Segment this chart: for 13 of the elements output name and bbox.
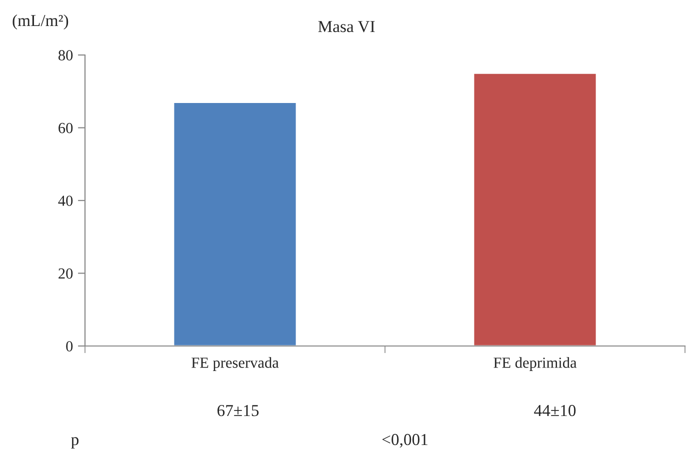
chart-title: Masa VI xyxy=(318,21,375,32)
y-tick-label: 0 xyxy=(66,341,73,352)
y-axis-title: (mL/m²) xyxy=(12,14,68,30)
text: <0,001 xyxy=(382,434,428,448)
y-tick-label: 60 xyxy=(58,122,73,134)
y-tick-label: 40 xyxy=(58,196,73,206)
x-tick-label: FE deprimida xyxy=(494,357,577,371)
text: p xyxy=(71,437,79,449)
y-tick-label: 20 xyxy=(58,268,73,279)
text: 67±15 xyxy=(217,404,259,416)
y-tick-label: 80 xyxy=(58,50,73,60)
x-tick-label: FE preservada xyxy=(192,357,279,371)
text: 44±10 xyxy=(534,404,576,416)
